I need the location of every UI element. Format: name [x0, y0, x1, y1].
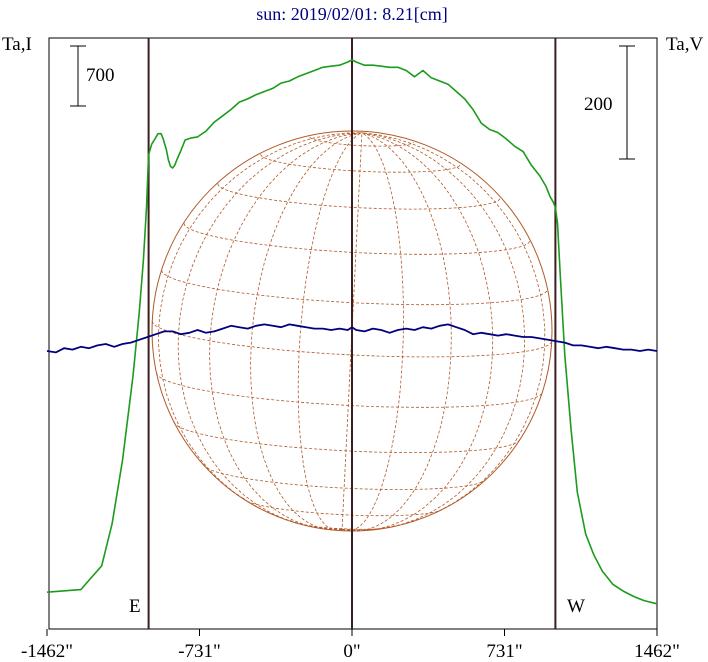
x-tick-label: -731"	[178, 641, 221, 662]
right-scale-bar: 200	[584, 45, 635, 160]
longitude-line	[250, 132, 362, 531]
longitude-line	[341, 132, 404, 532]
right-axis-label: Ta,V	[666, 34, 703, 55]
west-label: W	[567, 596, 585, 617]
x-tick-label: -1462"	[21, 641, 73, 662]
longitude-line	[297, 132, 363, 531]
x-tick-label: 0"	[343, 641, 360, 662]
latitude-line	[161, 269, 548, 306]
intensity-series-line	[46, 59, 658, 605]
x-tick-label: 731"	[486, 641, 522, 662]
left-scale-bar-label: 700	[86, 65, 115, 86]
latitude-line	[183, 223, 531, 255]
longitude-line	[342, 132, 546, 531]
x-axis: -1462" -731" 0" 731" 1462"	[21, 629, 680, 662]
limb-markers	[147, 38, 557, 629]
longitude-line	[158, 132, 362, 530]
longitude-line	[341, 132, 363, 531]
left-scale-bar: 700	[70, 45, 115, 107]
longitude-line	[342, 132, 526, 531]
east-label: E	[129, 596, 141, 617]
longitude-line	[342, 132, 452, 532]
polarization-series-line	[46, 323, 658, 354]
data-curves	[46, 59, 658, 605]
left-axis-label: Ta,I	[2, 34, 32, 55]
chart-title: sun: 2019/02/01: 8.21[cm]	[256, 4, 448, 24]
right-scale-bar-label: 200	[584, 94, 613, 115]
x-tick-label: 1462"	[634, 641, 680, 662]
longitude-line	[177, 132, 362, 530]
